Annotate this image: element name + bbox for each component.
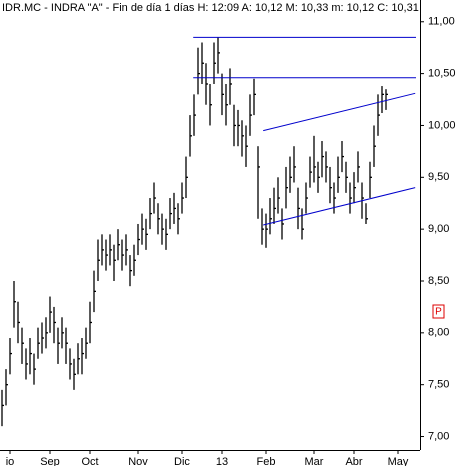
x-tick-label: Nov (128, 456, 148, 466)
x-tick-label: Sep (40, 456, 60, 466)
x-tick-label: io (6, 456, 15, 466)
x-tick-label: May (388, 456, 409, 466)
y-tick-label: 7,00 (428, 430, 449, 442)
y-tick-label: 8,50 (428, 275, 449, 287)
x-tick-label: Abr (345, 456, 362, 466)
marker-box (432, 304, 445, 319)
x-tick-label: Dic (174, 456, 190, 466)
y-tick-label: 9,50 (428, 171, 449, 183)
x-tick-label: Oct (81, 456, 98, 466)
trend-line (263, 92, 416, 132)
y-tick-label: 10,00 (428, 119, 456, 131)
chart-title: IDR.MC - INDRA "A" - Fin de día 1 días H… (2, 2, 419, 14)
x-tick-label: Mar (305, 456, 324, 466)
y-tick-label: 9,00 (428, 223, 449, 235)
marker-label: P (435, 307, 442, 318)
x-tick-label: 13 (216, 456, 228, 466)
x-tick-label: Feb (257, 456, 276, 466)
trend-line (263, 187, 416, 226)
y-tick-label: 8,00 (428, 327, 449, 339)
y-tick-label: 11,00 (428, 16, 455, 28)
y-tick-label: 10,50 (428, 68, 456, 80)
y-tick-label: 7,50 (428, 379, 449, 391)
